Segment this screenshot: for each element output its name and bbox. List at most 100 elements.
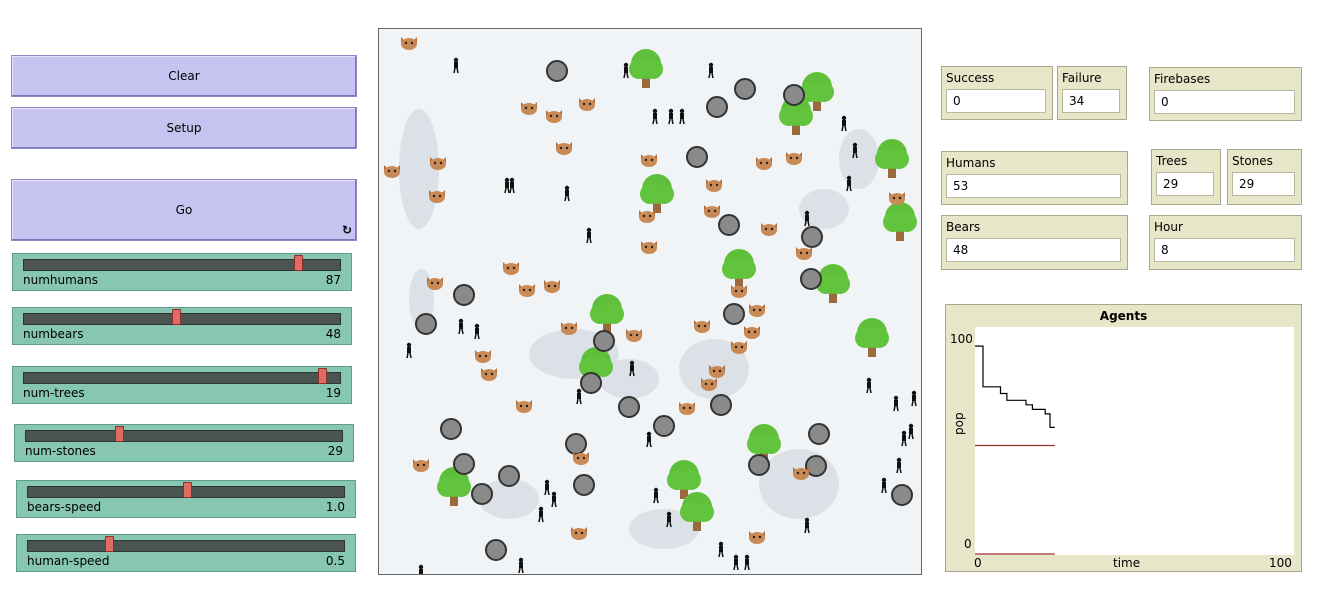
person-icon xyxy=(544,479,550,496)
person-icon xyxy=(866,377,872,394)
slider-numbears[interactable]: numbears 48 xyxy=(12,307,352,345)
tree-icon xyxy=(855,318,889,357)
bear-icon xyxy=(413,459,429,472)
person-icon xyxy=(666,511,672,528)
slider-numhumans[interactable]: numhumans 87 xyxy=(12,253,352,291)
slider-knob[interactable] xyxy=(172,309,182,325)
stone-icon xyxy=(471,483,493,505)
person-icon xyxy=(652,108,658,125)
x-axis-label: time xyxy=(1113,556,1141,570)
y-tick-max: 100 xyxy=(950,332,973,346)
bear-icon xyxy=(731,285,747,298)
slider-track[interactable] xyxy=(25,430,343,442)
slider-track[interactable] xyxy=(23,372,341,384)
setup-button-label: Setup xyxy=(166,121,202,135)
slider-track[interactable] xyxy=(23,259,341,271)
clear-button-label: Clear xyxy=(168,69,200,83)
stone-icon xyxy=(453,453,475,475)
slider-value: 87 xyxy=(325,273,341,287)
rock-patch xyxy=(799,189,849,229)
bear-icon xyxy=(704,205,720,218)
bear-icon xyxy=(889,192,905,205)
tree-icon xyxy=(800,72,834,111)
slider-label: num-trees xyxy=(23,386,85,400)
slider-label: bears-speed xyxy=(27,500,102,514)
rock-patch xyxy=(759,449,839,519)
stone-icon xyxy=(686,146,708,168)
clear-button[interactable]: Clear xyxy=(11,55,357,97)
slider-track[interactable] xyxy=(23,313,341,325)
person-icon xyxy=(893,395,899,412)
stones-monitor: Stones 29 xyxy=(1227,149,1302,205)
person-icon xyxy=(908,423,914,440)
stone-icon xyxy=(748,454,770,476)
firebases-label: Firebases xyxy=(1154,72,1211,86)
person-icon xyxy=(518,557,524,574)
bear-icon xyxy=(756,157,772,170)
slider-knob[interactable] xyxy=(104,536,114,552)
success-monitor: Success 0 xyxy=(941,66,1053,120)
bear-icon xyxy=(429,190,445,203)
bear-icon xyxy=(519,284,535,297)
slider-knob[interactable] xyxy=(115,426,125,442)
failure-monitor: Failure 34 xyxy=(1057,66,1127,120)
person-icon xyxy=(733,554,739,571)
bear-icon xyxy=(401,37,417,50)
tree-icon xyxy=(722,249,756,288)
trees-label: Trees xyxy=(1156,154,1188,168)
bear-icon xyxy=(561,322,577,335)
slider-track[interactable] xyxy=(27,540,345,552)
x-tick-max: 100 xyxy=(1269,556,1292,570)
bear-icon xyxy=(503,262,519,275)
rock-patch xyxy=(599,359,659,399)
person-icon xyxy=(418,564,424,574)
slider-knob[interactable] xyxy=(182,482,192,498)
slider-value: 48 xyxy=(325,327,341,341)
person-icon xyxy=(718,541,724,558)
success-label: Success xyxy=(946,71,995,85)
stones-label: Stones xyxy=(1232,154,1273,168)
bear-icon xyxy=(706,179,722,192)
stone-icon xyxy=(800,268,822,290)
slider-num-stones[interactable]: num-stones 29 xyxy=(14,424,354,462)
person-icon xyxy=(474,323,480,340)
bear-icon xyxy=(626,329,642,342)
plot-series-line xyxy=(975,345,1055,428)
bear-icon xyxy=(427,277,443,290)
humans-label: Humans xyxy=(946,156,996,170)
slider-label: numhumans xyxy=(23,273,99,287)
person-icon xyxy=(458,318,464,335)
stone-icon xyxy=(801,226,823,248)
bear-icon xyxy=(793,467,809,480)
firebases-monitor: Firebases 0 xyxy=(1149,67,1302,121)
stone-icon xyxy=(710,394,732,416)
slider-value: 29 xyxy=(327,444,343,458)
slider-bears-speed[interactable]: bears-speed 1.0 xyxy=(16,480,356,518)
stone-icon xyxy=(706,96,728,118)
stone-icon xyxy=(783,84,805,106)
stone-icon xyxy=(891,484,913,506)
person-icon xyxy=(653,487,659,504)
person-icon xyxy=(629,360,635,377)
go-button[interactable]: Go ↻ xyxy=(11,179,357,241)
slider-num-trees[interactable]: num-trees 19 xyxy=(12,366,352,404)
hour-value: 8 xyxy=(1154,238,1295,262)
world-view[interactable] xyxy=(378,28,922,575)
person-icon xyxy=(504,177,510,194)
person-icon xyxy=(744,554,750,571)
bear-icon xyxy=(701,378,717,391)
slider-knob[interactable] xyxy=(293,255,303,271)
person-icon xyxy=(406,342,412,359)
bear-icon xyxy=(384,165,400,178)
setup-button[interactable]: Setup xyxy=(11,107,357,149)
slider-knob[interactable] xyxy=(318,368,328,384)
person-icon xyxy=(852,142,858,159)
person-icon xyxy=(901,430,907,447)
slider-label: human-speed xyxy=(27,554,110,568)
slider-human-speed[interactable]: human-speed 0.5 xyxy=(16,534,356,572)
stone-icon xyxy=(498,465,520,487)
bear-icon xyxy=(796,247,812,260)
plot-title: Agents xyxy=(1099,309,1148,323)
bear-icon xyxy=(481,368,497,381)
bear-icon xyxy=(749,304,765,317)
